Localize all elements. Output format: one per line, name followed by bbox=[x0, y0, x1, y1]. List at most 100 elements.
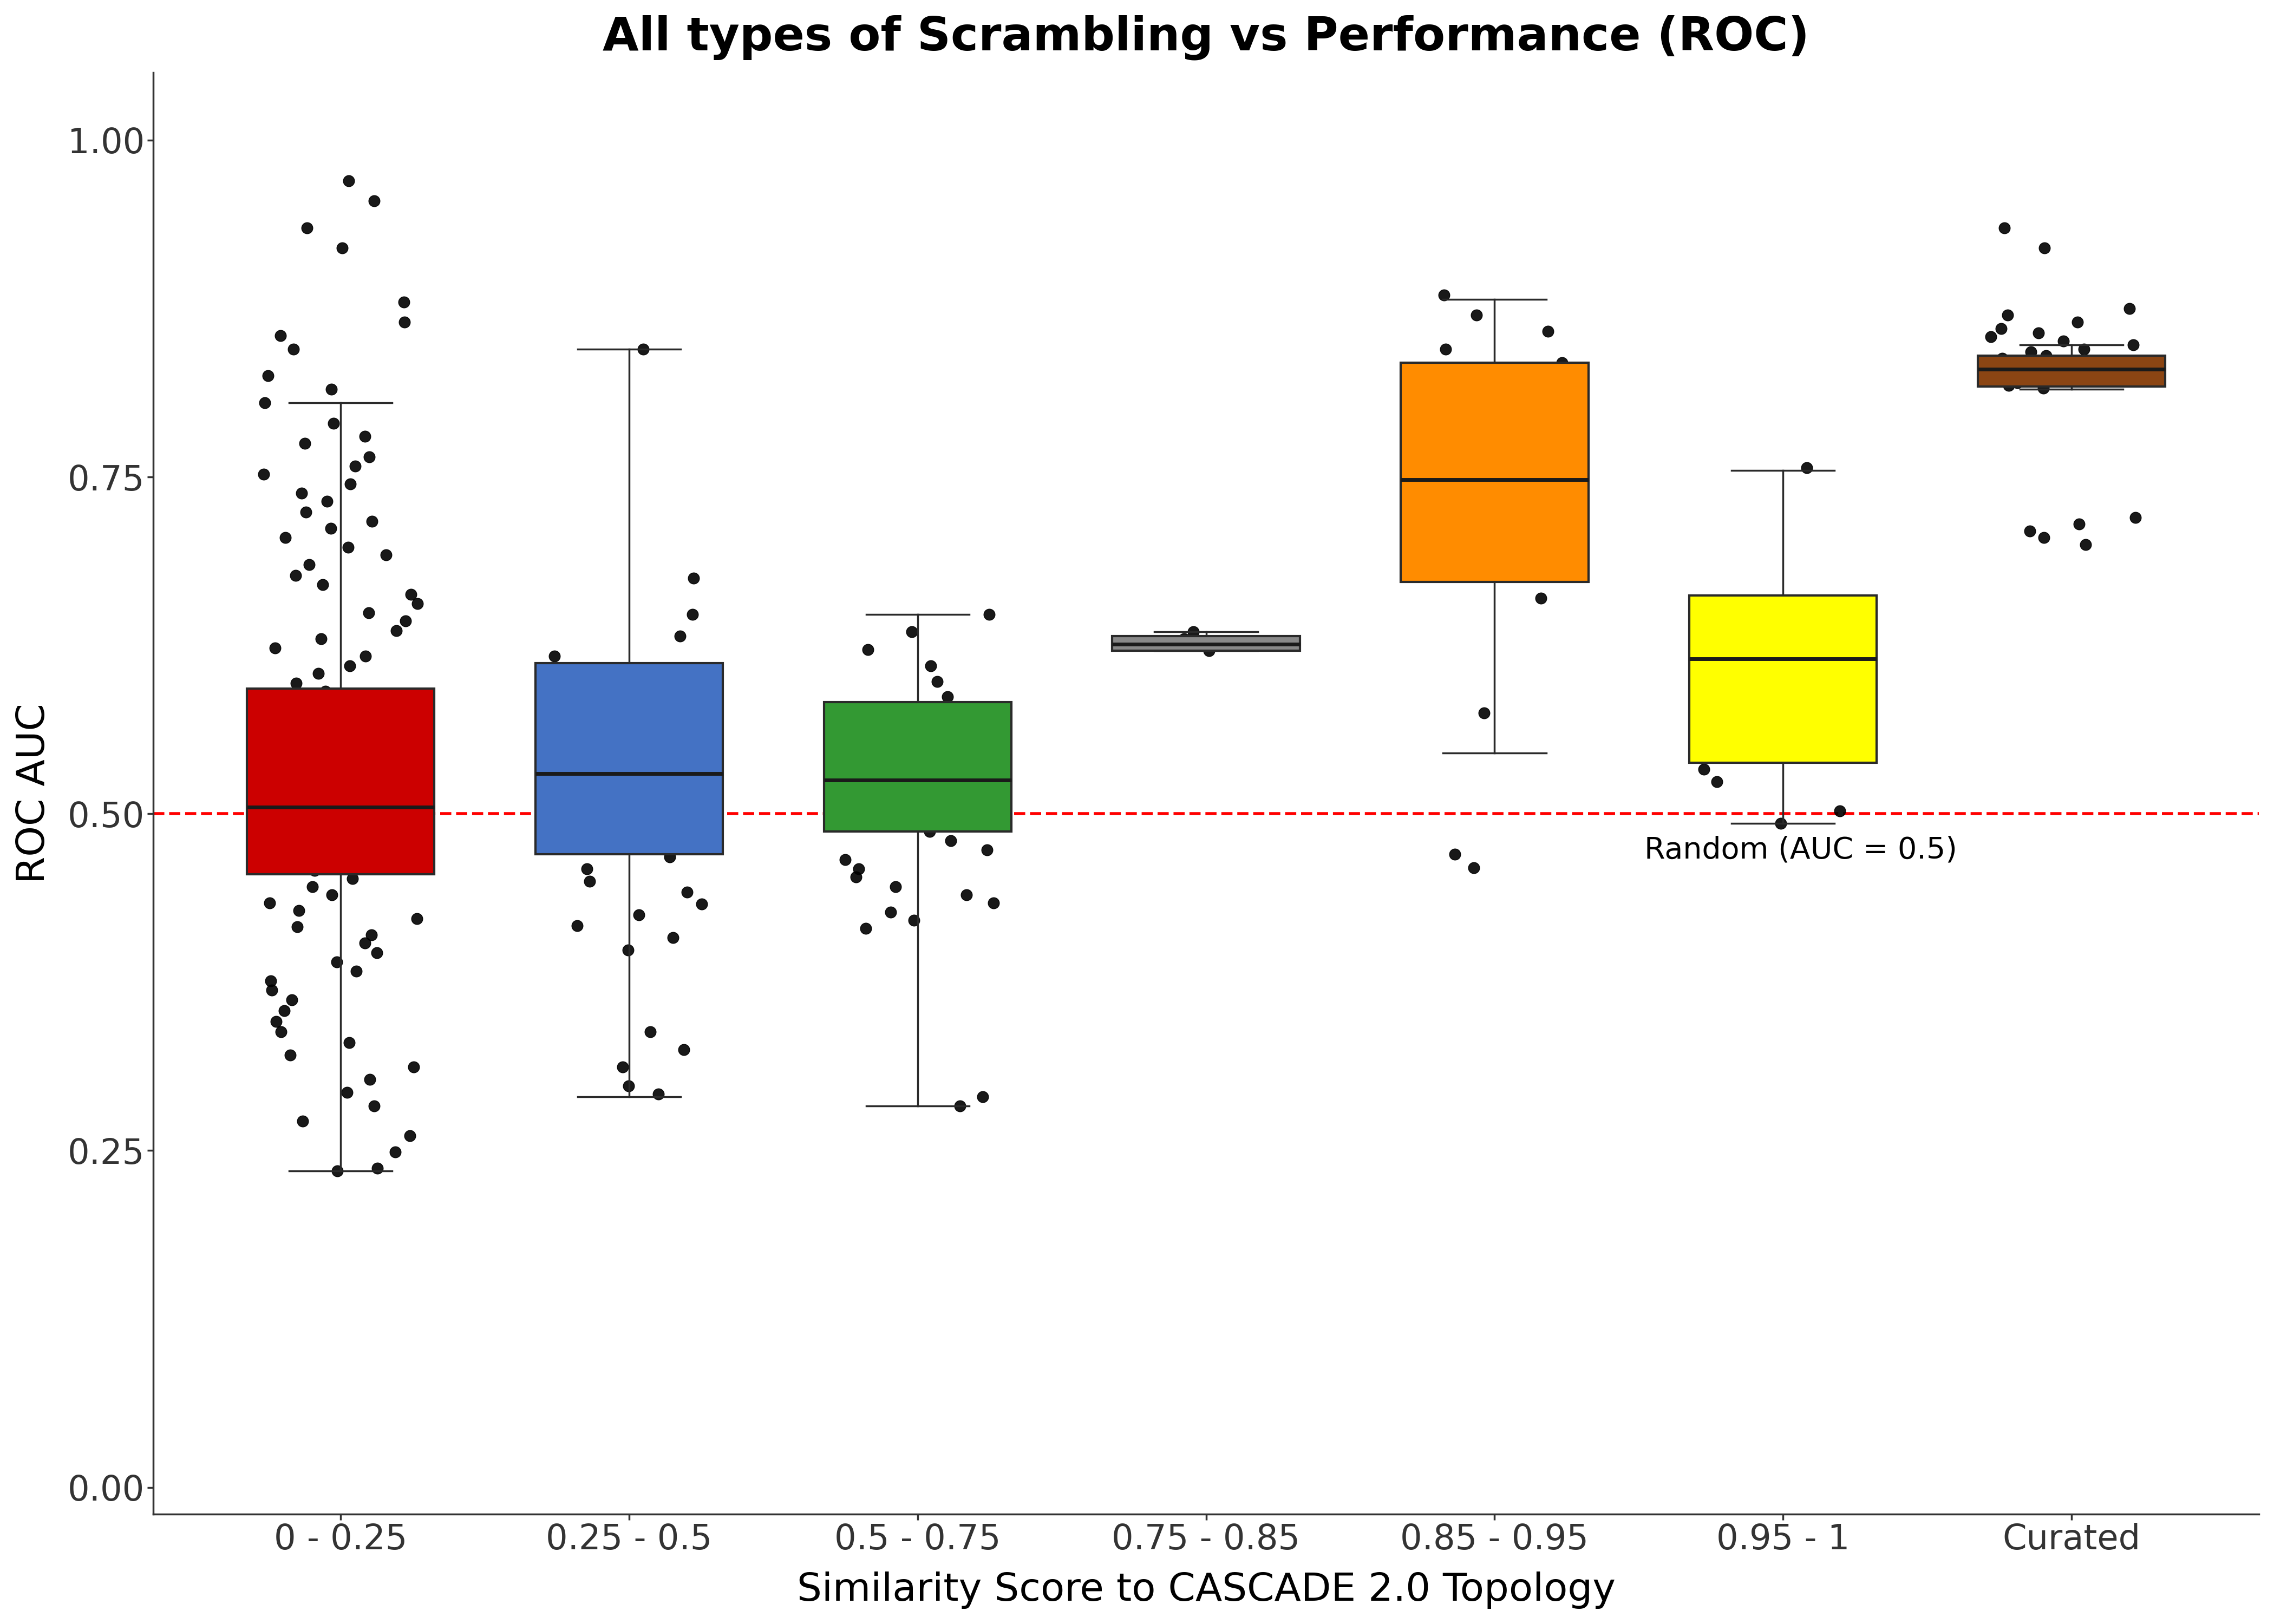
Point bbox=[1530, 318, 1567, 344]
Point bbox=[1719, 703, 1756, 729]
Point bbox=[948, 882, 985, 908]
Point bbox=[266, 997, 302, 1023]
Point bbox=[257, 1009, 293, 1034]
Point bbox=[1801, 689, 1837, 715]
Point bbox=[2060, 348, 2097, 374]
Point bbox=[252, 968, 289, 994]
Point bbox=[316, 752, 352, 778]
Point bbox=[1542, 521, 1578, 547]
Point bbox=[919, 669, 955, 695]
Point bbox=[284, 481, 321, 507]
Point bbox=[348, 643, 384, 669]
Point bbox=[921, 758, 957, 784]
Point bbox=[891, 768, 928, 794]
Point bbox=[352, 1067, 389, 1093]
Point bbox=[669, 879, 705, 905]
Bar bbox=[1401, 362, 1587, 581]
Point bbox=[2058, 364, 2094, 390]
Point bbox=[250, 362, 287, 388]
Point bbox=[1769, 615, 1806, 641]
Point bbox=[1799, 672, 1835, 698]
Point bbox=[2012, 518, 2049, 544]
Point bbox=[2083, 356, 2119, 382]
Point bbox=[1437, 841, 1474, 867]
Point bbox=[257, 635, 293, 661]
Point bbox=[325, 776, 362, 802]
Point bbox=[2058, 351, 2094, 377]
Point bbox=[1458, 302, 1494, 328]
Point bbox=[591, 682, 628, 708]
Point bbox=[368, 542, 405, 568]
Point bbox=[255, 784, 291, 810]
Point bbox=[380, 719, 416, 745]
Point bbox=[835, 697, 871, 723]
Point bbox=[609, 937, 646, 963]
Point bbox=[396, 1054, 432, 1080]
Point bbox=[2065, 336, 2101, 362]
Point bbox=[300, 661, 337, 687]
Point bbox=[348, 931, 384, 957]
Point bbox=[305, 572, 341, 598]
Point bbox=[357, 188, 393, 214]
Point bbox=[291, 552, 327, 578]
Point bbox=[275, 768, 312, 794]
Point bbox=[332, 471, 368, 497]
Point bbox=[337, 453, 373, 479]
Bar bbox=[534, 663, 723, 854]
Point bbox=[1167, 625, 1203, 651]
Point bbox=[2001, 367, 2038, 393]
Point bbox=[673, 601, 709, 627]
Point bbox=[1524, 585, 1560, 611]
Point bbox=[2044, 328, 2081, 354]
Point bbox=[332, 1030, 368, 1056]
Point bbox=[287, 430, 323, 456]
Point bbox=[828, 846, 864, 872]
Point bbox=[1983, 315, 2019, 341]
Point bbox=[316, 711, 352, 737]
Point bbox=[850, 799, 887, 825]
Point bbox=[332, 653, 368, 679]
Point bbox=[1433, 419, 1469, 445]
Point bbox=[287, 744, 323, 770]
Point bbox=[252, 978, 289, 1004]
Point bbox=[2106, 354, 2142, 380]
Point bbox=[266, 525, 302, 551]
Point bbox=[273, 1043, 309, 1069]
Point bbox=[300, 801, 337, 827]
Point bbox=[357, 809, 393, 835]
Point bbox=[262, 1018, 298, 1044]
Point bbox=[287, 499, 323, 525]
Point bbox=[1712, 718, 1749, 744]
Point bbox=[1985, 214, 2022, 240]
Point bbox=[1492, 484, 1528, 510]
Point bbox=[293, 874, 330, 900]
Point bbox=[359, 1155, 396, 1181]
Point bbox=[637, 718, 673, 744]
Point bbox=[307, 679, 343, 705]
Point bbox=[964, 789, 1001, 815]
Point bbox=[930, 684, 966, 710]
Point bbox=[252, 890, 289, 916]
Point bbox=[284, 695, 321, 721]
Point bbox=[669, 793, 705, 818]
Point bbox=[362, 817, 398, 843]
Point bbox=[537, 820, 573, 846]
Point bbox=[318, 687, 355, 713]
Point bbox=[655, 806, 691, 831]
Point bbox=[625, 336, 662, 362]
Point bbox=[350, 443, 387, 469]
Point bbox=[400, 591, 437, 617]
Point bbox=[1176, 619, 1212, 645]
Point bbox=[632, 1018, 669, 1044]
Point bbox=[302, 841, 339, 867]
Point bbox=[377, 1138, 414, 1164]
Point bbox=[1455, 854, 1492, 880]
Point bbox=[1417, 503, 1453, 529]
Point bbox=[1512, 378, 1549, 404]
Point bbox=[302, 625, 339, 651]
Point bbox=[314, 377, 350, 403]
Point bbox=[1767, 593, 1803, 619]
Point bbox=[387, 289, 423, 315]
Point bbox=[350, 599, 387, 625]
Point bbox=[2060, 512, 2097, 538]
